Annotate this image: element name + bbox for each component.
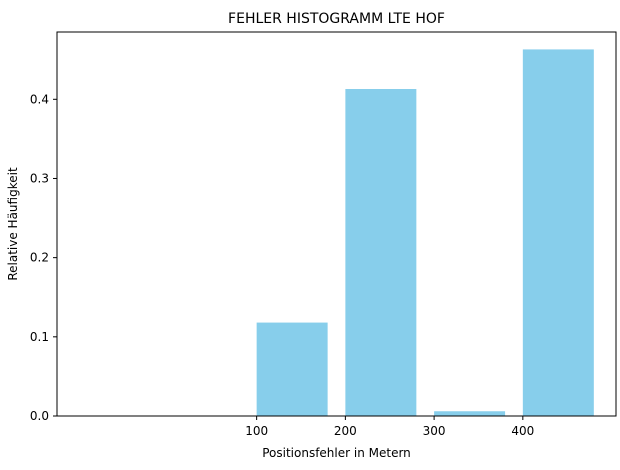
x-axis-label: Positionsfehler in Metern [262,446,411,460]
x-tick-label-1: 200 [334,424,357,438]
bar-1 [256,322,328,416]
y-axis-label: Relative Häufigkeit [6,167,20,281]
x-tick-label-2: 300 [423,424,446,438]
y-tick-label-3: 0.3 [30,171,49,185]
y-tick-label-0: 0.0 [30,409,49,423]
x-tick-label-0: 100 [245,424,268,438]
y-axis-ticks: 0.0 0.1 0.2 0.3 0.4 [30,92,57,423]
bar-4 [522,49,594,417]
chart-title: FEHLER HISTOGRAMM LTE HOF [228,11,445,27]
x-axis-ticks: 100 200 300 400 [245,416,534,438]
y-tick-label-2: 0.2 [30,251,49,265]
y-tick-label-4: 0.4 [30,92,49,106]
y-tick-label-1: 0.1 [30,330,49,344]
x-tick-label-3: 400 [511,424,534,438]
plot-frame [56,31,617,417]
bar-2 [345,89,417,416]
bar-3 [434,411,506,416]
bar-group [256,49,594,417]
